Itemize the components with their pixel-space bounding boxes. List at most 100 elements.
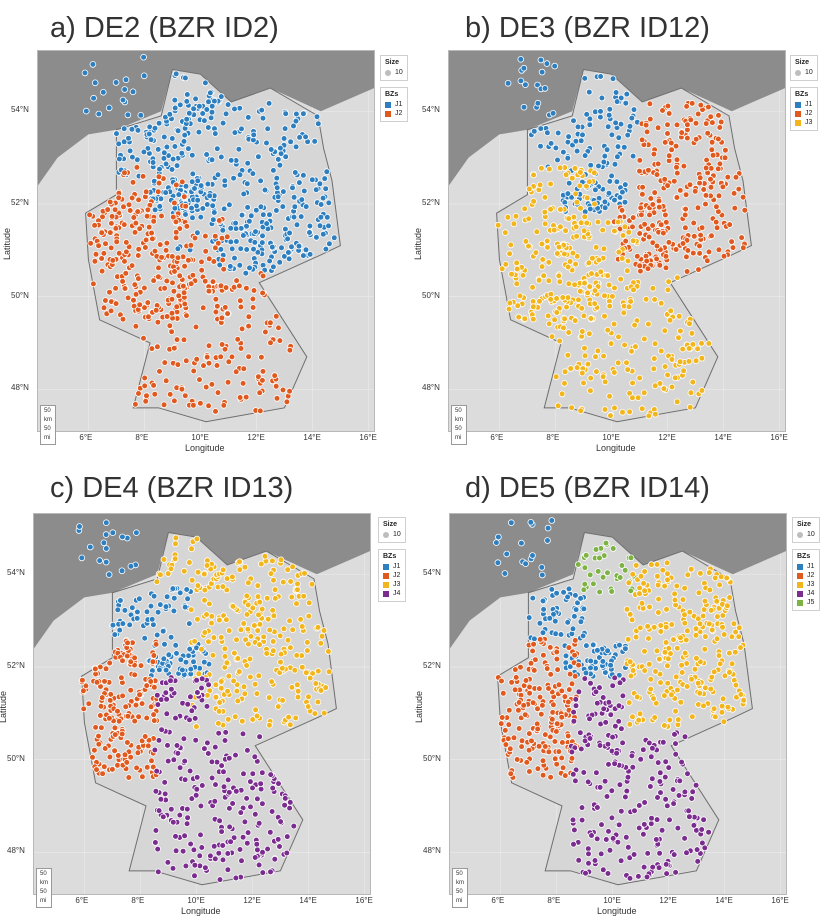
data-point-j4 [624,773,632,781]
data-point-j2 [732,174,740,181]
y-tick-label: 54°N [7,568,25,578]
data-point-j4 [656,778,664,785]
data-point-j3 [286,617,293,625]
data-point-j4 [226,754,233,762]
data-point-j4 [164,742,171,749]
data-point-j3 [237,626,245,634]
data-point-j1 [285,255,293,263]
data-point-j4 [237,809,245,816]
x-tick-label: 16°E [359,433,377,442]
data-point-j3 [507,241,515,249]
data-point-j4 [701,844,709,852]
data-point-j2 [682,191,690,199]
data-point-j3 [565,215,572,222]
data-point-j2 [259,289,266,297]
data-point-j3 [269,638,277,645]
data-point-j3 [683,636,690,644]
data-point-j4 [168,805,175,813]
data-point-j3 [706,586,714,594]
data-point-j1 [96,557,103,564]
data-point-j2 [183,357,190,365]
data-point-j1 [581,152,589,159]
data-point-j1 [134,127,142,134]
data-point-j2 [662,264,670,272]
data-point-j4 [170,818,177,826]
data-point-j5 [627,554,635,562]
data-point-j3 [680,367,687,375]
data-point-j2 [506,745,514,753]
data-point-j2 [236,282,243,290]
data-point-j4 [665,764,673,771]
data-point-j1 [541,85,549,92]
data-point-j3 [298,623,306,630]
data-point-j4 [212,743,219,751]
map-area[interactable] [448,50,786,432]
data-point-j1 [113,130,120,137]
data-point-j3 [708,626,716,634]
data-point-j1 [228,245,236,253]
data-point-j1 [517,77,525,85]
panel-title: d) DE5 (BZR ID14) [465,472,710,504]
data-point-j3 [201,570,208,578]
data-point-j1 [227,263,234,270]
data-point-j3 [642,296,650,303]
data-point-j4 [618,725,625,733]
data-point-j2 [123,759,131,766]
data-point-j4 [605,699,613,706]
data-point-j1 [565,133,572,140]
data-point-j2 [672,246,680,253]
data-point-j2 [197,399,204,407]
data-point-j3 [288,684,296,691]
data-point-j4 [187,693,194,701]
data-point-j3 [255,611,262,619]
data-point-j4 [609,733,616,741]
data-point-j3 [216,616,223,624]
map-area[interactable] [33,513,371,895]
data-point-j4 [264,845,271,853]
data-point-j1 [612,89,620,96]
data-point-j3 [298,663,306,671]
data-point-j1 [124,111,132,119]
data-point-j4 [219,856,227,864]
data-point-j2 [575,661,582,669]
data-point-j3 [661,582,668,590]
data-point-j2 [224,310,231,317]
data-point-j3 [277,556,285,564]
data-point-j2 [209,278,217,285]
data-point-j2 [230,284,238,291]
data-point-j2 [237,297,244,305]
map-area[interactable] [37,50,375,432]
data-point-j3 [615,248,623,256]
data-point-j3 [670,636,677,643]
data-point-j2 [170,287,178,295]
data-point-j4 [244,829,252,836]
data-point-j2 [205,402,212,410]
data-point-j2 [561,693,569,700]
bz-legend-title: BZs [383,553,397,560]
data-point-j1 [112,79,120,86]
data-point-j4 [571,826,578,834]
map-area[interactable] [449,513,787,895]
data-point-j4 [572,777,579,785]
data-point-j2 [108,220,115,227]
y-axis-label: Latitude [2,227,12,260]
data-point-j2 [682,224,689,232]
data-point-j2 [216,217,223,224]
x-tick-label: 8°E [546,433,560,442]
y-tick-label: 52°N [7,660,25,670]
data-point-j3 [663,559,671,567]
data-point-j2 [115,717,123,725]
data-point-j2 [512,666,519,673]
data-point-j3 [632,633,640,641]
data-point-j3 [294,693,302,701]
data-point-j4 [616,781,624,789]
data-point-j4 [218,762,225,769]
map-svg [449,51,785,431]
data-point-j4 [588,832,595,839]
data-point-j3 [293,681,301,689]
data-point-j1 [599,658,607,665]
data-point-j1 [507,519,515,526]
data-point-j3 [659,566,667,574]
data-point-j4 [219,842,227,849]
data-point-j2 [259,368,267,375]
